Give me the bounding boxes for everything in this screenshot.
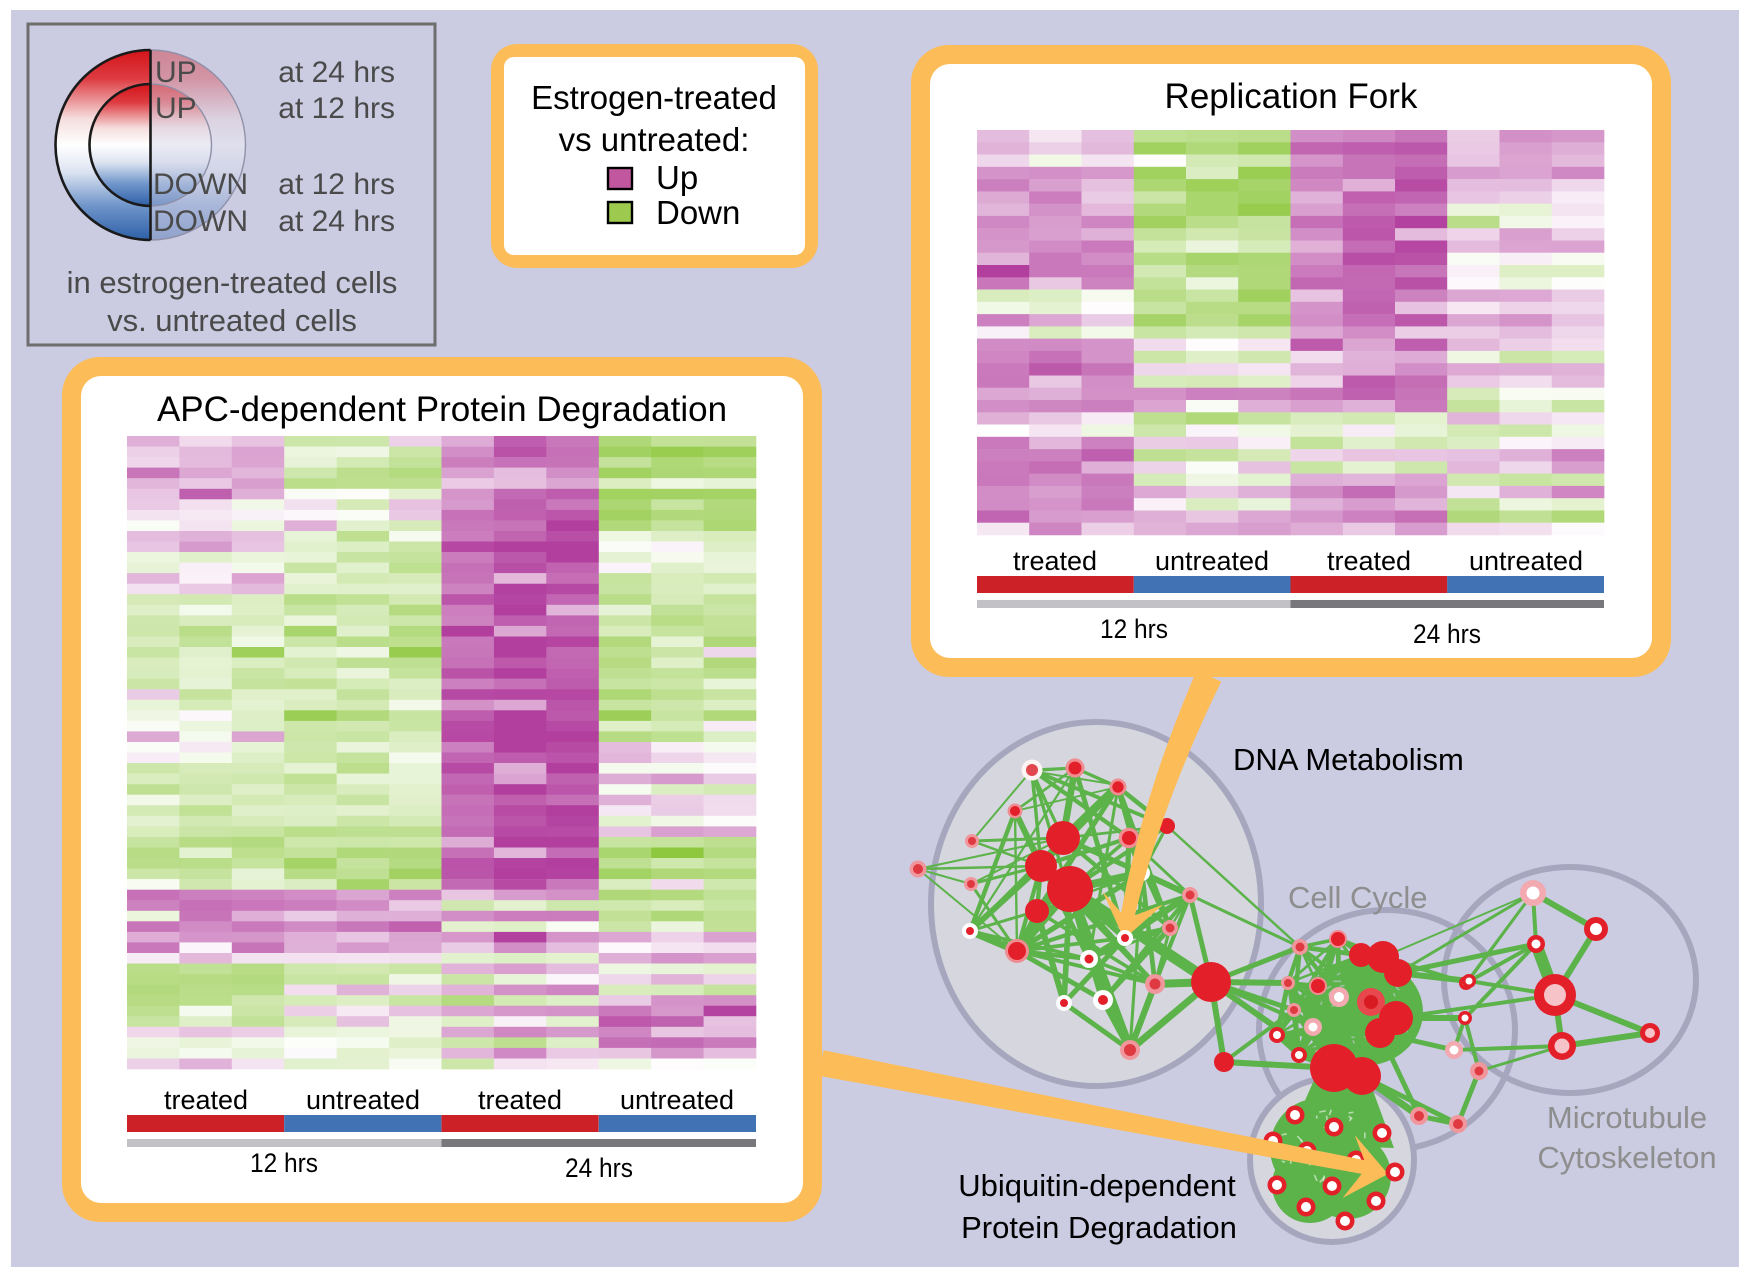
svg-text:at 24 hrs: at 24 hrs — [278, 205, 395, 238]
svg-text:24 hrs: 24 hrs — [565, 1153, 633, 1183]
svg-text:Protein Degradation: Protein Degradation — [961, 1210, 1237, 1245]
svg-text:at 12 hrs: at 12 hrs — [278, 92, 395, 125]
svg-text:Up: Up — [656, 159, 698, 196]
svg-text:12 hrs: 12 hrs — [1100, 614, 1168, 644]
svg-text:treated: treated — [478, 1085, 562, 1115]
svg-text:DOWN: DOWN — [153, 205, 248, 238]
svg-text:UP: UP — [155, 56, 197, 89]
svg-text:untreated: untreated — [1469, 546, 1583, 576]
svg-text:Ubiquitin-dependent: Ubiquitin-dependent — [958, 1168, 1236, 1203]
svg-text:Estrogen-treated: Estrogen-treated — [531, 79, 777, 116]
svg-text:APC-dependent Protein Degradat: APC-dependent Protein Degradation — [157, 390, 727, 429]
svg-text:vs. untreated cells: vs. untreated cells — [107, 303, 357, 338]
svg-text:treated: treated — [164, 1085, 248, 1115]
svg-text:DNA Metabolism: DNA Metabolism — [1233, 742, 1464, 777]
svg-text:Replication Fork: Replication Fork — [1165, 77, 1418, 116]
svg-text:Cell Cycle: Cell Cycle — [1288, 880, 1428, 915]
svg-text:in estrogen-treated cells: in estrogen-treated cells — [67, 265, 398, 300]
svg-text:untreated: untreated — [306, 1085, 420, 1115]
svg-text:untreated: untreated — [1155, 546, 1269, 576]
svg-text:UP: UP — [155, 92, 197, 125]
svg-text:untreated: untreated — [620, 1085, 734, 1115]
svg-text:DOWN: DOWN — [153, 168, 248, 201]
svg-text:treated: treated — [1013, 546, 1097, 576]
svg-text:treated: treated — [1327, 546, 1411, 576]
svg-text:Cytoskeleton: Cytoskeleton — [1537, 1140, 1716, 1175]
svg-text:at 12 hrs: at 12 hrs — [278, 168, 395, 201]
svg-text:at 24 hrs: at 24 hrs — [278, 56, 395, 89]
svg-text:vs untreated:: vs untreated: — [559, 121, 750, 158]
svg-text:Down: Down — [656, 194, 740, 231]
svg-text:Microtubule: Microtubule — [1547, 1100, 1707, 1135]
svg-text:12 hrs: 12 hrs — [250, 1148, 318, 1178]
svg-text:24 hrs: 24 hrs — [1413, 619, 1481, 649]
